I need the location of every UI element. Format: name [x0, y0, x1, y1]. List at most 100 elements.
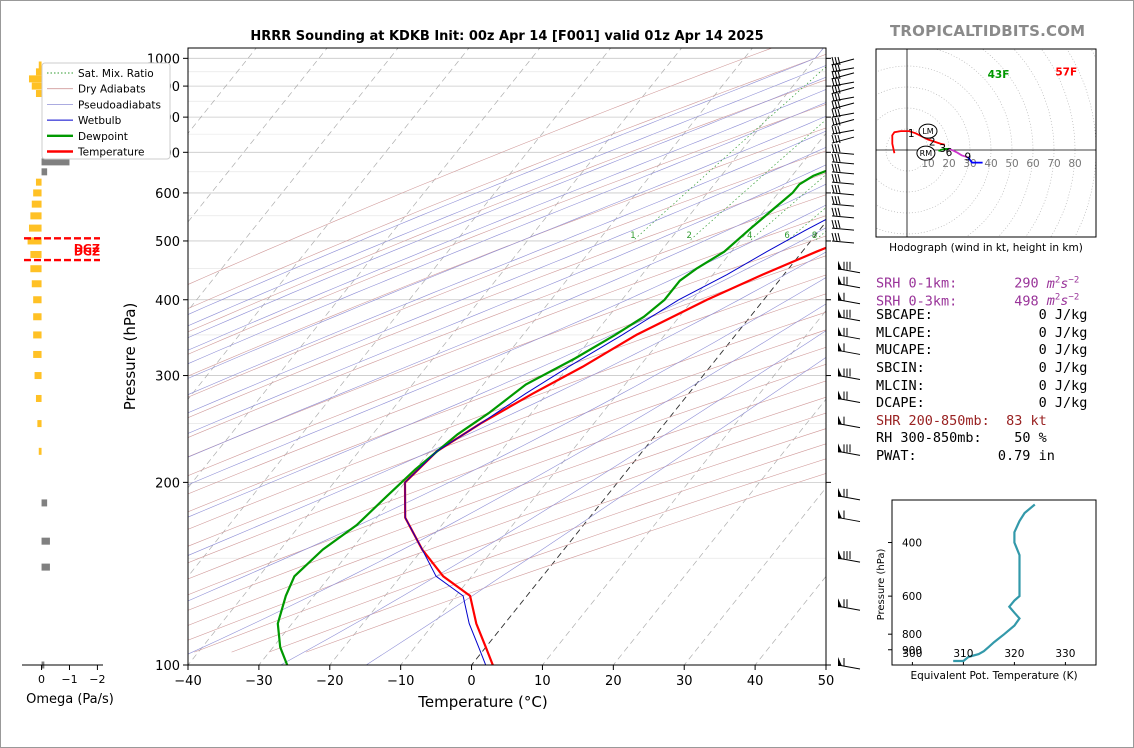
wind-barb-flag [831, 126, 835, 135]
mix-ratio-label: 4 [747, 231, 752, 241]
stat-unit: J/kg [1054, 307, 1088, 324]
legend-box [41, 62, 171, 160]
mix-ratio-label: 6 [784, 231, 789, 241]
stat-value: 0 [1038, 307, 1047, 324]
x-tick-label: 40 [747, 674, 764, 689]
stat-value: 50 [1014, 430, 1031, 447]
omega-bar [41, 537, 50, 545]
x-tick-label: −30 [245, 674, 272, 689]
wind-barb-flag [834, 117, 838, 126]
stat-row: SHR 200-850mb: 83 kt [876, 413, 1116, 431]
wind-barb-pennant [838, 367, 842, 377]
hodo-ring-label: 40 [984, 158, 997, 170]
moist-adiabat [188, 164, 826, 434]
wind-barb-flag [831, 219, 835, 229]
wind-barb-flag [834, 144, 838, 153]
wind-barb-flag [837, 174, 841, 183]
legend-label: Dry Adiabats [78, 84, 146, 96]
omega-tick-label: 0 [38, 673, 45, 686]
wind-barb-pennant [838, 291, 842, 301]
mix-ratio-line [951, 46, 1134, 242]
skewt-plot-area: 1246810131620243036 [188, 46, 1134, 665]
wind-barb-flag [834, 56, 838, 66]
stat-row: SRH 0-1km: 290 m2s−2 [876, 272, 1116, 292]
wind-barb-flag [834, 219, 838, 229]
wind-barb-flag [837, 163, 841, 172]
storm-motion-marker [918, 123, 938, 139]
stat-row: SRH 0-3km: 498 m2s−2 [876, 290, 1116, 310]
wind-barb-pennant [838, 308, 842, 318]
omega-bar [35, 90, 42, 98]
stat-row: MLCIN: 0 J/kg [876, 378, 1116, 396]
wind-barb-flag [834, 184, 838, 194]
moist-adiabat [188, 227, 826, 518]
hodo-height-label: 6 [946, 147, 953, 159]
wind-barb-flag [834, 63, 838, 72]
x-tick-label: −10 [387, 674, 414, 689]
moist-adiabat [188, 277, 826, 602]
hodo-ring-label: 20 [942, 158, 955, 170]
moist-adiabat-lower [1127, 46, 1134, 59]
hodo-height-label: 3 [939, 143, 946, 155]
omega-bar [41, 499, 48, 507]
dry-adiabat [188, 54, 826, 309]
moist-adiabat [188, 102, 826, 365]
moist-adiabat-lower [929, 46, 939, 59]
thetae-x-label: Equivalent Pot. Temperature (K) [910, 670, 1077, 682]
wind-barb [831, 63, 855, 73]
omega-bar [35, 68, 42, 76]
wind-barb-pennant [838, 342, 842, 352]
wind-barb-flag [831, 163, 835, 172]
omega-bar [33, 296, 42, 304]
wind-barb-flag [837, 85, 841, 94]
wind-barb [831, 85, 855, 94]
wind-barb-flag [831, 56, 835, 66]
legend-label: Pseudoadiabats [78, 99, 161, 111]
wind-barb [831, 126, 855, 135]
mix-ratio-label: 13 [857, 231, 868, 241]
thetae-profile [953, 503, 1036, 663]
wind-barb-flag [837, 184, 841, 194]
legend: Sat. Mix. Ratio Dry Adiabats Pseudoadiabat… [41, 62, 171, 160]
stat-row: RH 300-850mb: 50 % [876, 430, 1116, 448]
wind-barb-pennant [838, 326, 842, 336]
wind-barb-flag [837, 109, 841, 118]
hodo-title: Hodograph (wind in kt, height in km) [889, 242, 1083, 254]
thetae-plot-area [953, 503, 1036, 663]
stat-label: MLCAPE: [876, 324, 933, 341]
hodo-frame [875, 48, 1097, 238]
wind-barb-staff [831, 87, 855, 94]
stat-unit: m2s−2 [1046, 292, 1080, 310]
omega-bar [37, 420, 42, 428]
stat-value: 0 [1038, 395, 1047, 412]
wind-barb-staff [831, 161, 855, 165]
wind-barb-staff [831, 240, 855, 244]
omega-bar [30, 250, 42, 258]
omega-bar [31, 280, 42, 288]
omega-bar [30, 265, 42, 273]
stat-unit: % [1038, 430, 1047, 447]
wind-barb-pennant [838, 390, 842, 400]
wind-barb-flag [834, 232, 838, 242]
mix-ratio-label: 36 [965, 231, 976, 241]
wind-barb-flag [831, 77, 835, 87]
brand-watermark: TROPICALTIDBITS.COM [890, 22, 1086, 40]
hodo-plot-area: 10 20 30 40 50 60 70 80 1 23 6 9 LM RM [876, 49, 1096, 237]
wind-barb-flag [837, 144, 841, 153]
stat-row: MUCAPE: 0 J/kg [876, 342, 1116, 360]
stat-unit: kt [1030, 412, 1047, 429]
wind-barb-flag [834, 126, 838, 135]
thetae-x-tick-label: 330 [1055, 648, 1075, 660]
stat-unit: J/kg [1054, 342, 1088, 359]
wind-barb-flag [831, 207, 835, 216]
wind-barb-staff [831, 102, 855, 110]
mix-ratio-line [632, 66, 826, 242]
wind-barb-flag [834, 207, 838, 216]
wind-barb-staff [831, 119, 855, 126]
hodo-height-label: 1 [908, 128, 915, 140]
wind-barb-flag [831, 85, 835, 94]
isotherm-zero [470, 221, 826, 665]
mix-ratio-label: 24 [921, 231, 932, 241]
isotherm [188, 48, 470, 400]
stat-label: RH 300-850mb: [876, 430, 982, 447]
